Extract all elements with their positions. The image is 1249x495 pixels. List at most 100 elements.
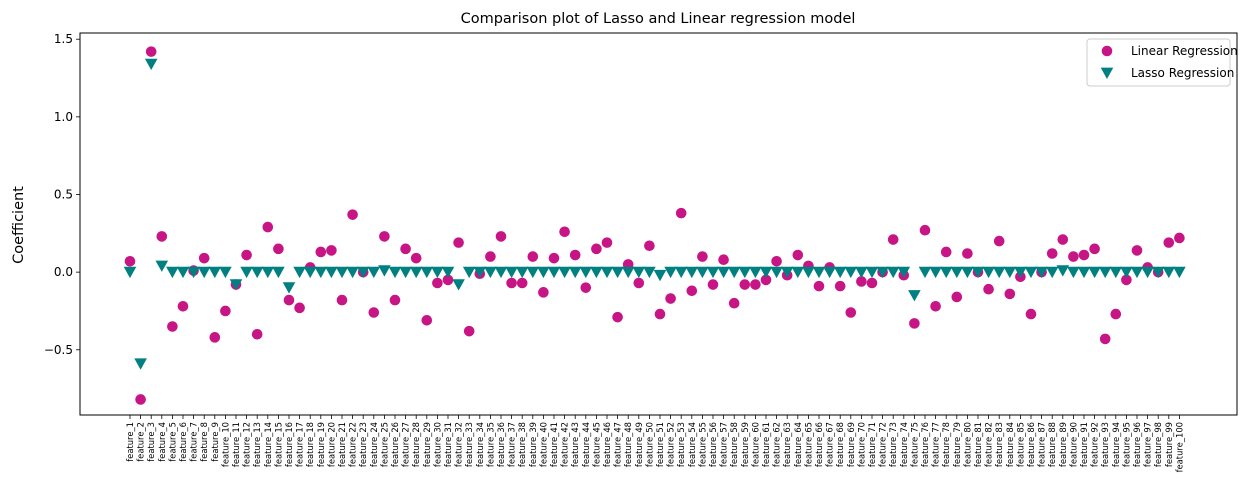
- y-axis: −0.5 0.0 0.5 1.0 1.5: [44, 32, 80, 357]
- linear-regression-point: [771, 255, 782, 267]
- linear-regression-point: [145, 46, 157, 57]
- lasso-regression-point: [515, 266, 529, 279]
- lasso-regression-point: [547, 266, 561, 279]
- lasso-regression-point: [282, 282, 296, 294]
- linear-regression-point: [294, 302, 305, 314]
- lasso-regression-point: [378, 265, 391, 277]
- x-tick-label: feature_85: [1015, 422, 1025, 467]
- linear-regression-point: [951, 291, 963, 303]
- lasso-regression-point: [537, 266, 550, 279]
- x-tick-label: feature_87: [1037, 422, 1047, 467]
- linear-regression-point: [707, 279, 719, 290]
- lasso-regression-point: [1024, 266, 1038, 279]
- lasso-regression-point: [823, 266, 836, 279]
- lasso-regression-point: [155, 260, 169, 272]
- lasso-regression-point: [727, 266, 741, 279]
- x-tick-label: feature_25: [379, 422, 389, 467]
- x-tick-label: feature_1: [125, 422, 135, 462]
- lasso-regression-point: [1035, 266, 1048, 279]
- lasso-regression-point: [833, 266, 847, 279]
- lasso-regression-point: [664, 266, 677, 279]
- linear-regression-point: [559, 226, 570, 238]
- x-tick-label: feature_61: [761, 422, 771, 467]
- linear-regression-point: [665, 293, 676, 304]
- y-tick-label: 1.0: [54, 110, 73, 124]
- linear-regression-point: [548, 252, 560, 264]
- x-tick-label: feature_54: [687, 422, 697, 467]
- linear-regression-point: [442, 274, 454, 286]
- y-tick-label: 0.5: [54, 187, 73, 201]
- lasso-regression-point: [526, 266, 540, 279]
- lasso-regression-point: [621, 266, 635, 279]
- lasso-regression-point: [176, 266, 190, 279]
- linear-regression-point: [739, 279, 751, 290]
- x-tick-label: feature_93: [1100, 422, 1110, 467]
- x-tick-label: feature_82: [984, 422, 994, 467]
- x-tick-label: feature_96: [1132, 422, 1142, 467]
- lasso-regression-point: [1088, 266, 1101, 279]
- x-tick-label: feature_48: [623, 422, 633, 467]
- lasso-regression-point: [505, 266, 518, 279]
- x-tick-label: feature_6: [178, 422, 188, 462]
- x-tick-label: feature_5: [167, 422, 177, 462]
- lasso-regression-point: [611, 266, 624, 279]
- x-tick-label: feature_7: [189, 422, 199, 462]
- linear-regression-point: [675, 207, 687, 219]
- lasso-regression-point: [1098, 266, 1112, 279]
- x-tick-label: feature_27: [401, 422, 411, 467]
- linear-regression-point: [368, 307, 380, 318]
- linear-regression-point: [273, 243, 284, 255]
- lasso-regression-point: [293, 266, 306, 279]
- linear-regression-point: [919, 224, 931, 236]
- y-tick-label: 0.0: [54, 265, 73, 279]
- x-tick-label: feature_53: [676, 422, 686, 467]
- linear-regression-point: [198, 252, 210, 264]
- lasso-regression-point: [643, 266, 656, 279]
- lasso-regression-point: [367, 266, 381, 279]
- x-tick-label: feature_63: [782, 422, 792, 467]
- linear-regression-point: [718, 254, 729, 266]
- lasso-regression-point: [1141, 266, 1154, 279]
- linear-regression-point: [813, 280, 825, 292]
- x-tick-label: feature_71: [867, 422, 877, 467]
- lasso-regression-point: [929, 266, 942, 279]
- legend: Linear Regression Lasso Regression: [1086, 38, 1238, 87]
- x-tick-label: feature_92: [1090, 422, 1100, 467]
- x-tick-label: feature_77: [931, 422, 941, 467]
- x-tick-label: feature_80: [962, 422, 972, 467]
- x-tick-label: feature_55: [697, 422, 707, 467]
- linear-regression-point: [580, 282, 592, 293]
- x-tick-label: feature_90: [1068, 422, 1078, 467]
- lasso-regression-point: [1003, 266, 1017, 279]
- lasso-regression-point: [187, 266, 200, 279]
- linear-regression-point: [177, 301, 189, 312]
- x-tick-label: feature_78: [941, 422, 951, 467]
- linear-regression-point: [400, 243, 411, 255]
- lasso-regression-point: [250, 266, 264, 279]
- lasso-regression-point: [865, 266, 879, 279]
- linear-regression-point: [930, 301, 941, 312]
- linear-regression-point: [601, 237, 613, 248]
- chart-title: Comparison plot of Lasso and Linear regr…: [461, 11, 856, 27]
- lasso-regression-point: [812, 266, 826, 279]
- lasso-regression-point: [420, 266, 434, 279]
- x-tick-label: feature_66: [814, 422, 824, 467]
- x-tick-label: feature_70: [856, 422, 866, 467]
- x-tick-label: feature_29: [422, 422, 432, 467]
- x-tick-label: feature_57: [719, 422, 729, 467]
- linear-regression-point: [909, 318, 920, 329]
- linear-regression-point: [654, 308, 666, 320]
- lasso-regression-point: [632, 266, 646, 279]
- linear-regression-point: [686, 285, 698, 297]
- linear-regression-point: [124, 255, 136, 267]
- linear-regression-point: [516, 277, 528, 289]
- lasso-regression-point: [770, 266, 783, 279]
- x-tick-label: feature_74: [899, 422, 909, 467]
- x-tick-label: feature_31: [443, 422, 453, 467]
- lasso-regression-point: [579, 266, 593, 279]
- x-tick-label: feature_36: [496, 422, 506, 467]
- x-tick-label: feature_52: [666, 422, 676, 467]
- x-tick-label: feature_23: [358, 422, 368, 467]
- lasso-regression-point: [473, 266, 487, 279]
- x-tick-label: feature_45: [591, 422, 601, 467]
